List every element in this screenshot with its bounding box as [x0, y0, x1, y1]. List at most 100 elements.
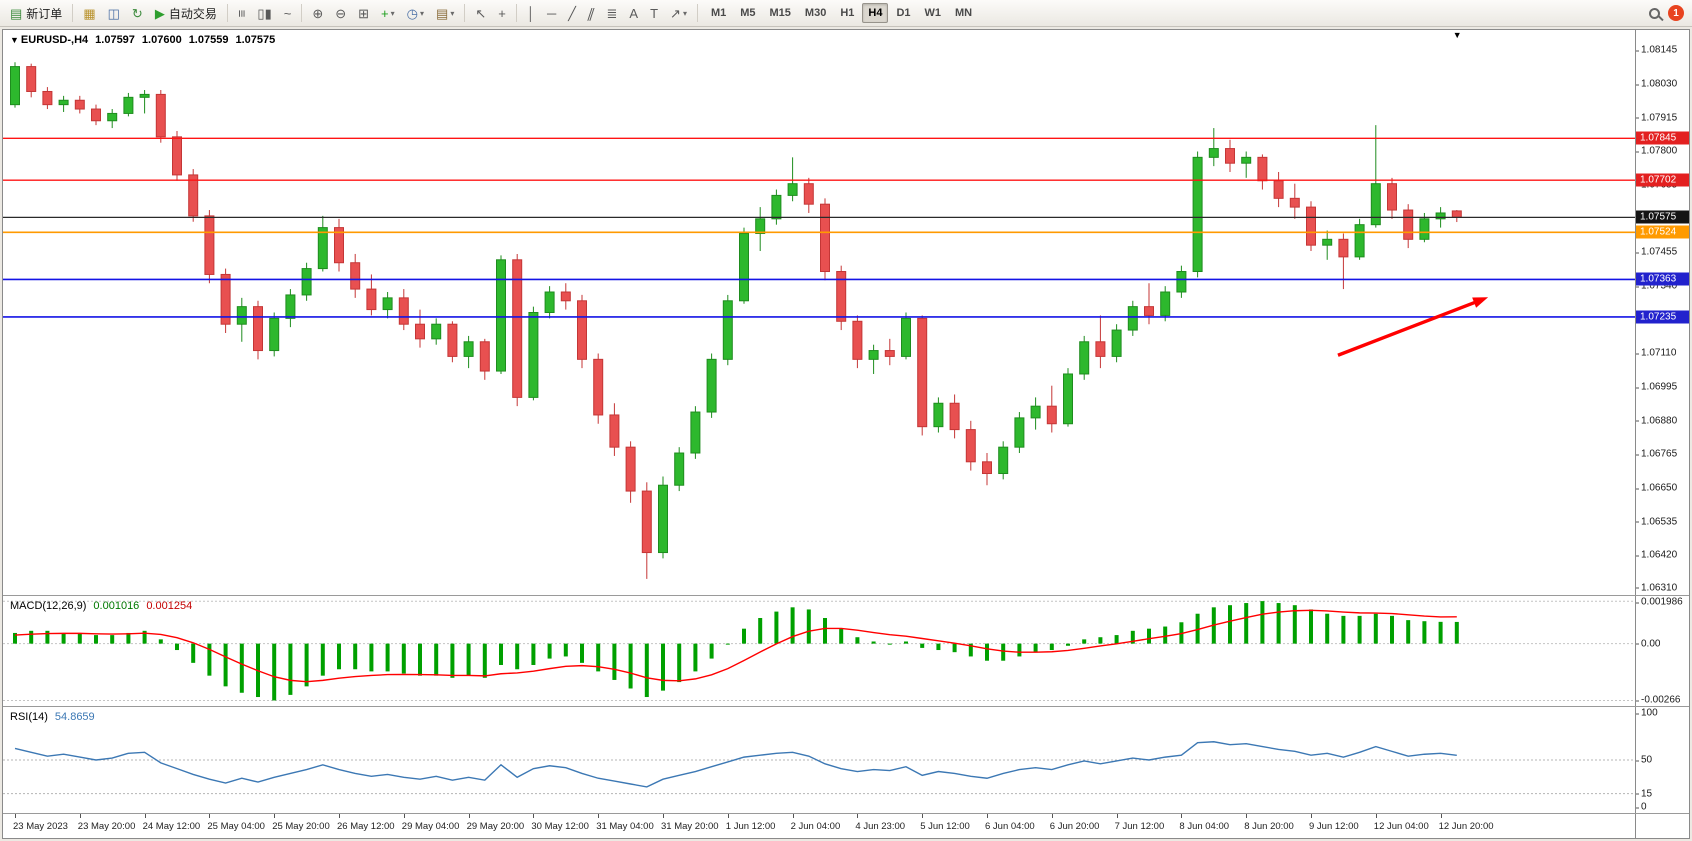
- macd-name: MACD(12,26,9): [10, 600, 87, 612]
- timeframe-w1-button[interactable]: W1: [924, 7, 942, 19]
- text-button[interactable]: A: [624, 2, 643, 24]
- zoom-in-button[interactable]: ⊕: [307, 2, 328, 24]
- autotrading-button-label: 自动交易: [168, 6, 217, 21]
- notification-badge[interactable]: 1: [1668, 5, 1684, 21]
- macd-signal-line: [14, 609, 1457, 683]
- macd-tick-label: -0.00266: [1635, 694, 1681, 706]
- new-order-icon: ▤: [10, 5, 23, 21]
- indicators-button[interactable]: + ▾: [376, 2, 400, 24]
- zoom-in-icon: ⊕: [312, 5, 324, 21]
- candlestick-chart-button[interactable]: ▯▮: [252, 2, 276, 24]
- profiles-button[interactable]: ◫: [103, 2, 125, 24]
- price-tick-label: 1.07340: [1635, 280, 1678, 292]
- time-tick: [533, 814, 535, 818]
- timeframe-m5-button[interactable]: M5: [740, 7, 756, 19]
- time-axis-label: 26 May 12:00: [337, 821, 395, 832]
- macd-pane: MACD(12,26,9) 0.001016 0.001254 0.001986…: [3, 596, 1689, 706]
- price-line-label: 1.07235: [1636, 310, 1689, 324]
- timeframe-group: M1 M5 M15 M30 H1 H4 D1 W1 MN: [704, 3, 979, 23]
- new-order-button[interactable]: ▤ 新订单: [5, 2, 67, 24]
- price-tick-label: 1.07455: [1635, 246, 1678, 258]
- text-label-icon: T: [650, 5, 659, 21]
- time-axis-label: 2 Jun 04:00: [790, 821, 841, 832]
- new-order-button-label: 新订单: [26, 6, 63, 21]
- price-axis[interactable]: 1.081451.080301.079151.078001.076851.075…: [1635, 30, 1689, 595]
- cursor-button[interactable]: ↖: [470, 2, 491, 24]
- periods-button[interactable]: ◷ ▾: [402, 2, 429, 24]
- timeframe-h4-button[interactable]: H4: [862, 3, 889, 23]
- arrows-button[interactable]: ↗ ▾: [665, 2, 692, 24]
- dropdown-caret-icon[interactable]: ▾: [682, 8, 687, 18]
- timeframe-m30-button[interactable]: M30: [804, 7, 827, 19]
- price-line-label: 1.07845: [1636, 131, 1689, 145]
- dropdown-caret-icon[interactable]: ▾: [450, 8, 455, 18]
- time-axis-label: 29 May 20:00: [466, 821, 525, 832]
- autotrading-button[interactable]: ▶ 自动交易: [150, 2, 222, 24]
- time-tick: [987, 814, 988, 818]
- price-plot[interactable]: ▼ EURUSD-,H4 1.07597 1.07600 1.07559 1.07…: [3, 30, 1635, 595]
- text-icon: A: [629, 5, 639, 21]
- price-tick-label: 1.06535: [1635, 516, 1678, 528]
- crosshair-button[interactable]: +: [493, 2, 511, 24]
- chart-shift-marker-icon[interactable]: ▼: [1452, 30, 1462, 40]
- ohlc-high: 1.07600: [141, 34, 182, 46]
- time-axis-label: 4 Jun 23:00: [855, 821, 906, 832]
- time-tick: [1181, 814, 1183, 818]
- rsi-chart[interactable]: [3, 707, 1635, 813]
- rsi-value: 54.8659: [54, 711, 95, 723]
- price-pane: ▼ EURUSD-,H4 1.07597 1.07600 1.07559 1.07…: [3, 30, 1689, 595]
- toolbar-separator: [301, 4, 303, 22]
- search-icon[interactable]: [1649, 7, 1660, 19]
- arrow-annotation[interactable]: [1337, 297, 1489, 357]
- timeframe-d1-button[interactable]: D1: [896, 7, 911, 19]
- dropdown-caret-icon[interactable]: ▾: [420, 8, 425, 18]
- time-axis-label: 25 May 20:00: [272, 821, 330, 832]
- tile-windows-button[interactable]: ⊞: [353, 2, 374, 24]
- time-axis-label: 6 Jun 04:00: [985, 821, 1035, 832]
- pane-separator[interactable]: [3, 595, 1689, 596]
- rsi-plot-area[interactable]: RSI(14) 54.8659: [3, 707, 1635, 813]
- timeframe-h1-button[interactable]: H1: [840, 7, 855, 19]
- pane-separator[interactable]: [3, 706, 1689, 707]
- channel-button[interactable]: ∥: [583, 2, 600, 24]
- candles-icon: ▯▮: [257, 5, 272, 21]
- rsi-axis[interactable]: 100 50 15 0: [1635, 707, 1689, 813]
- time-axis[interactable]: 23 May 2023 23 May 20:00 24 May 12:00 25 Ma…: [3, 814, 1689, 838]
- time-tick: [15, 814, 16, 818]
- vertical-line-button[interactable]: │: [522, 2, 540, 24]
- charts-button[interactable]: ▦: [78, 2, 100, 24]
- macd-plot-area[interactable]: MACD(12,26,9) 0.001016 0.001254: [3, 596, 1635, 706]
- bar-chart-button[interactable]: ≡: [233, 2, 251, 24]
- time-tick: [1116, 814, 1118, 818]
- dropdown-caret-icon[interactable]: ▾: [390, 8, 395, 18]
- horizontal-line-button[interactable]: ─: [542, 2, 561, 24]
- timeframe-mn-button[interactable]: MN: [955, 7, 973, 19]
- price-line-label: 1.07575: [1636, 210, 1689, 224]
- timeframe-m15-button[interactable]: M15: [769, 7, 791, 19]
- line-chart-button[interactable]: ~: [279, 2, 297, 24]
- macd-tick-label: 0.00: [1635, 638, 1661, 650]
- price-tick-label: 1.08030: [1635, 78, 1678, 90]
- price-line-label: 1.07702: [1636, 173, 1689, 187]
- macd-value: 0.001016: [93, 600, 140, 612]
- trendline-button[interactable]: ╱: [563, 2, 581, 24]
- zoom-out-button[interactable]: ⊖: [330, 2, 351, 24]
- time-axis-label: 23 May 20:00: [77, 821, 136, 832]
- bars-icon: ≡: [234, 9, 250, 17]
- profiles-icon: ◫: [107, 5, 120, 21]
- time-tick: [598, 814, 600, 818]
- candlestick-chart[interactable]: [3, 30, 1635, 595]
- templates-button[interactable]: ▤ ▾: [431, 2, 459, 24]
- text-label-button[interactable]: T: [645, 2, 663, 24]
- timeframe-m1-button[interactable]: M1: [710, 7, 727, 19]
- macd-chart[interactable]: [3, 596, 1635, 706]
- refresh-button[interactable]: ↻: [127, 2, 148, 24]
- time-axis-label: 1 Jun 12:00: [725, 821, 776, 832]
- fibonacci-button[interactable]: ≣: [602, 2, 623, 24]
- time-tick: [1246, 814, 1248, 818]
- price-line-label: 1.07363: [1636, 272, 1689, 286]
- time-axis-label: 8 Jun 04:00: [1179, 821, 1230, 832]
- macd-axis[interactable]: 0.001986 0.00 -0.00266: [1635, 596, 1689, 706]
- trendline-icon: ╱: [568, 5, 576, 21]
- toolbar-separator: [696, 4, 698, 22]
